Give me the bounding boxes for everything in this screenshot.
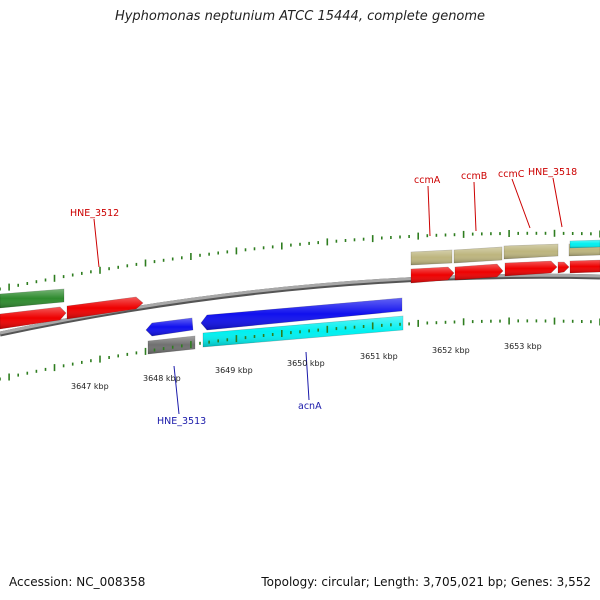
forward-strand-genes <box>0 239 600 330</box>
leader-acnA <box>305 351 310 401</box>
label-HNE_3513[interactable]: HNE_3513 <box>157 416 206 427</box>
scale-label: 3653 kbp <box>504 342 542 351</box>
leader-ccmB <box>473 181 477 232</box>
top-tick-marks <box>0 229 600 291</box>
gene-grey-HNE_3513[interactable] <box>147 335 196 355</box>
scale-labels: 3647 kbp 3648 kbp 3649 kbp 3650 kbp 3651… <box>71 342 542 391</box>
scale-label: 3650 kbp <box>287 359 325 368</box>
gene-cyan-forward[interactable] <box>569 239 600 249</box>
gene-labels: HNE_3512 ccmA ccmB ccmC HNE_3518 HNE_351… <box>70 167 577 427</box>
scale-label: 3647 kbp <box>71 382 109 391</box>
gene-red-ccmB[interactable] <box>454 263 504 281</box>
gene-red-ccmC[interactable] <box>504 260 558 277</box>
label-leaders <box>93 177 563 415</box>
scale-label: 3651 kbp <box>360 352 398 361</box>
gene-khaki-forward-1[interactable] <box>410 249 453 266</box>
gene-red-forward-1[interactable] <box>0 306 67 330</box>
gene-blue-acnA[interactable] <box>200 297 403 331</box>
leader-HNE_3518 <box>552 177 563 228</box>
gene-khaki-forward-3[interactable] <box>503 243 559 260</box>
label-ccmC[interactable]: ccmC <box>498 169 525 180</box>
gene-red-HNE_3518[interactable] <box>569 259 600 274</box>
label-acnA[interactable]: acnA <box>298 401 322 412</box>
gene-red-ccmA[interactable] <box>410 266 455 284</box>
leader-ccmC <box>511 178 531 229</box>
bottom-tick-marks <box>0 317 600 381</box>
gene-red-forward-2[interactable] <box>66 296 144 320</box>
label-HNE_3512[interactable]: HNE_3512 <box>70 208 119 219</box>
gene-blue-small-reverse[interactable] <box>145 317 194 337</box>
label-ccmA[interactable]: ccmA <box>414 175 441 186</box>
gene-cyan-reverse[interactable] <box>202 315 404 348</box>
gene-green-forward[interactable] <box>0 288 65 309</box>
reverse-strand-genes <box>145 297 404 355</box>
accession-text: Accession: NC_008358 <box>9 575 146 589</box>
label-ccmB[interactable]: ccmB <box>461 171 487 182</box>
leader-HNE_3513 <box>173 365 180 415</box>
gene-khaki-forward-2[interactable] <box>453 246 503 264</box>
leader-HNE_3512 <box>93 218 100 268</box>
scale-label: 3652 kbp <box>432 346 470 355</box>
scale-label: 3648 kbp <box>143 374 181 383</box>
leader-ccmA <box>427 185 431 237</box>
map-title: Hyphomonas neptunium ATCC 15444, complet… <box>114 9 486 24</box>
gene-red-small[interactable] <box>557 261 570 274</box>
topology-text: Topology: circular; Length: 3,705,021 bp… <box>261 575 591 589</box>
scale-label: 3649 kbp <box>215 366 253 375</box>
label-HNE_3518[interactable]: HNE_3518 <box>528 167 577 178</box>
